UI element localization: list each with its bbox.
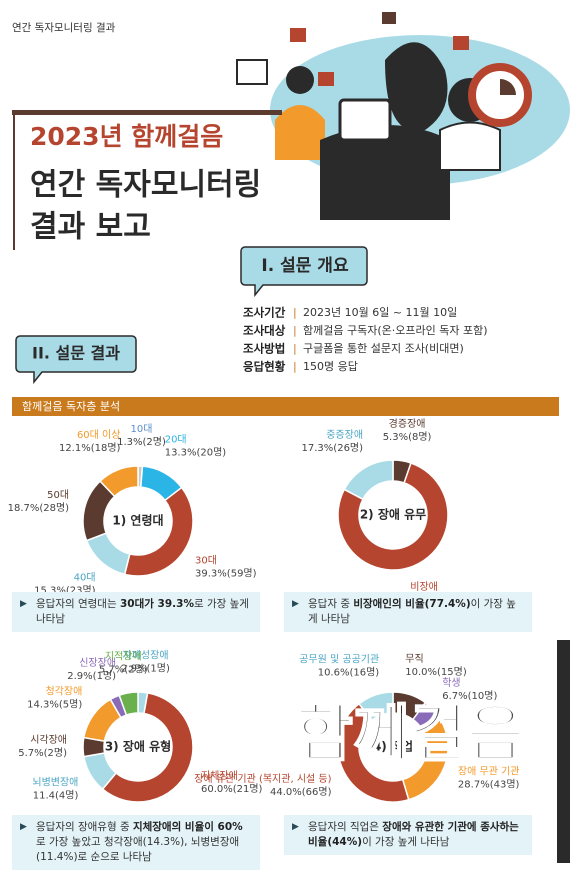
slice-value: 5.7%(2명) (99, 663, 148, 675)
slice-value: 44.0%(66명) (270, 786, 332, 798)
donut-slice (123, 486, 194, 577)
slice-value: 1.3%(2명) (117, 436, 166, 448)
section-badge (240, 246, 368, 298)
slice-value: 28.7%(43명) (458, 779, 520, 791)
note-text: 응답자의 연령대는 (36, 598, 120, 610)
title-rule (12, 110, 282, 115)
survey-value: 2023년 10월 6일 ~ 11월 10일 (303, 305, 457, 319)
note-text: 장애와 유관한 기관에 종사하는 비율(44%) (308, 821, 519, 848)
slice-value: 13.3%(20명) (165, 446, 227, 458)
note-text: 로 가장 높았고 청각장애(14.3%), 뇌병변장애(11.4%)로 순으로 … (36, 836, 240, 863)
slice-value: 6.7%(10명) (442, 690, 497, 702)
survey-label: 응답현황 (243, 360, 286, 374)
slice-value: 10.6%(16명) (318, 667, 380, 679)
slice-value: 5.7%(2명) (18, 747, 67, 759)
donut-slice (118, 691, 139, 716)
slice-name: 자폐성장애 (123, 649, 169, 661)
title-line: 결과 보고 (30, 210, 151, 245)
survey-value: 함께걸음 구독자(온·오프라인 독자 포함) (303, 324, 488, 337)
slice-name: 청각장애 (45, 685, 82, 697)
chart-note: 응답자의 장애유형 중 지체장애의 비율이 60% 로 가장 높았고 청각장애(1… (12, 815, 260, 870)
slice-value: 2.9%(1명) (121, 662, 170, 674)
note-text: 응답자 중 (308, 598, 354, 610)
slice-name: 지적장애 (105, 650, 142, 662)
chart-note: 응답자의 직업은 장애와 유관한 기관에 종사하는 비율(44%)이 가장 높게… (284, 815, 532, 855)
slice-name: 30대 (195, 555, 217, 567)
slice-value: 5.3%(8명) (383, 431, 432, 443)
slice-name: 60대 이상 (77, 429, 121, 441)
subsection-bar (12, 397, 559, 416)
slice-name: 신장장애 (79, 657, 116, 669)
chart-note: 응답자 중 비장애인의 비율(77.4%)이 가장 높게 나타남 (284, 592, 532, 632)
note-text: 응답자의 직업은 (308, 821, 383, 833)
slice-name: 장애 유관 기관 (복지관, 시설 등) (194, 773, 331, 785)
illustration (236, 12, 570, 220)
watermark-strip (557, 640, 570, 863)
title-line: 연간 독자모니터링 (30, 168, 261, 203)
slice-name: 뇌병변장애 (32, 777, 78, 789)
subsection-title: 함께걸음 독자층 분석 (22, 400, 120, 413)
survey-value: 150명 응답 (303, 360, 358, 373)
slice-name: 장애 무관 기관 (458, 766, 520, 778)
donut-slice (85, 532, 131, 576)
slice-value: 14.3%(5명) (27, 698, 82, 710)
watermark: 함께걸음 (296, 697, 524, 770)
survey-label: 조사대상 (243, 324, 286, 338)
section-badge (15, 335, 137, 385)
note-text: 응답자의 장애유형 중 (36, 821, 133, 833)
slice-name: 40대 (74, 572, 96, 584)
slice-value: 2.9%(1명) (67, 670, 116, 682)
survey-value: 구글폼을 통한 설문지 조사(비대면) (303, 342, 464, 355)
survey-separator: | (293, 342, 297, 355)
slice-value: 17.3%(26명) (302, 442, 364, 454)
section-title: I. 설문 개요 (261, 256, 349, 276)
survey-label: 조사기간 (243, 306, 286, 320)
donut-slice (343, 459, 394, 501)
slice-value: 39.3%(59명) (195, 568, 257, 580)
header: 연간 독자모니터링 결과 (12, 22, 116, 34)
donut-title: 4) 직업 (373, 739, 413, 754)
slice-name: 공무원 및 공공기관 (299, 654, 379, 666)
donut-slice (337, 702, 410, 803)
slice-value: 18.7%(28명) (8, 502, 70, 514)
note-text: 비장애인의 비율(77.4%) (353, 598, 471, 610)
slice-name: 무직 (405, 653, 423, 665)
slice-value: 12.1%(18명) (59, 442, 121, 454)
chart-note: 응답자의 연령대는 30대가 39.3%로 가장 높게 나타남 (12, 592, 260, 632)
note-text: 이 가장 높게 나타남 (362, 836, 450, 848)
slice-name: 10대 (131, 423, 153, 435)
slice-value: 11.4(4명) (33, 790, 79, 802)
title-line: 2023년 함께걸음 (30, 122, 223, 151)
note-text: 로 가장 높게 나타남 (36, 598, 249, 625)
survey-separator: | (293, 360, 297, 373)
slice-value: 60.0%(21명) (201, 783, 263, 795)
slice-name: 학생 (442, 677, 460, 689)
slice-name: 중증장애 (326, 429, 363, 441)
slice-name: 비장애 (410, 581, 438, 593)
donut-slice (337, 462, 449, 571)
slice-name: 지체장애 (201, 770, 238, 782)
survey-separator: | (293, 324, 297, 337)
note-text: 이 가장 높게 나타남 (308, 598, 516, 625)
donut-slice (357, 691, 394, 722)
slice-value: 10.0%(15명) (405, 666, 467, 678)
slice-name: 20대 (165, 433, 187, 445)
section-title: II. 설문 결과 (32, 344, 120, 363)
note-text: 지체장애의 비율이 60% (132, 821, 243, 833)
survey-separator: | (293, 306, 297, 319)
slice-name: 경증장애 (389, 417, 426, 430)
slice-name: 50대 (47, 489, 69, 501)
survey-label: 조사방법 (243, 342, 285, 356)
donut-title: 1) 연령대 (112, 513, 163, 528)
note-text: 30대가 39.3% (119, 598, 194, 610)
donut-slice (99, 465, 139, 498)
donut-title: 3) 장애 유형 (105, 739, 171, 754)
donut-title: 2) 장애 유무 (360, 507, 426, 522)
donut-slice (101, 691, 194, 803)
slice-name: 시각장애 (30, 734, 67, 746)
